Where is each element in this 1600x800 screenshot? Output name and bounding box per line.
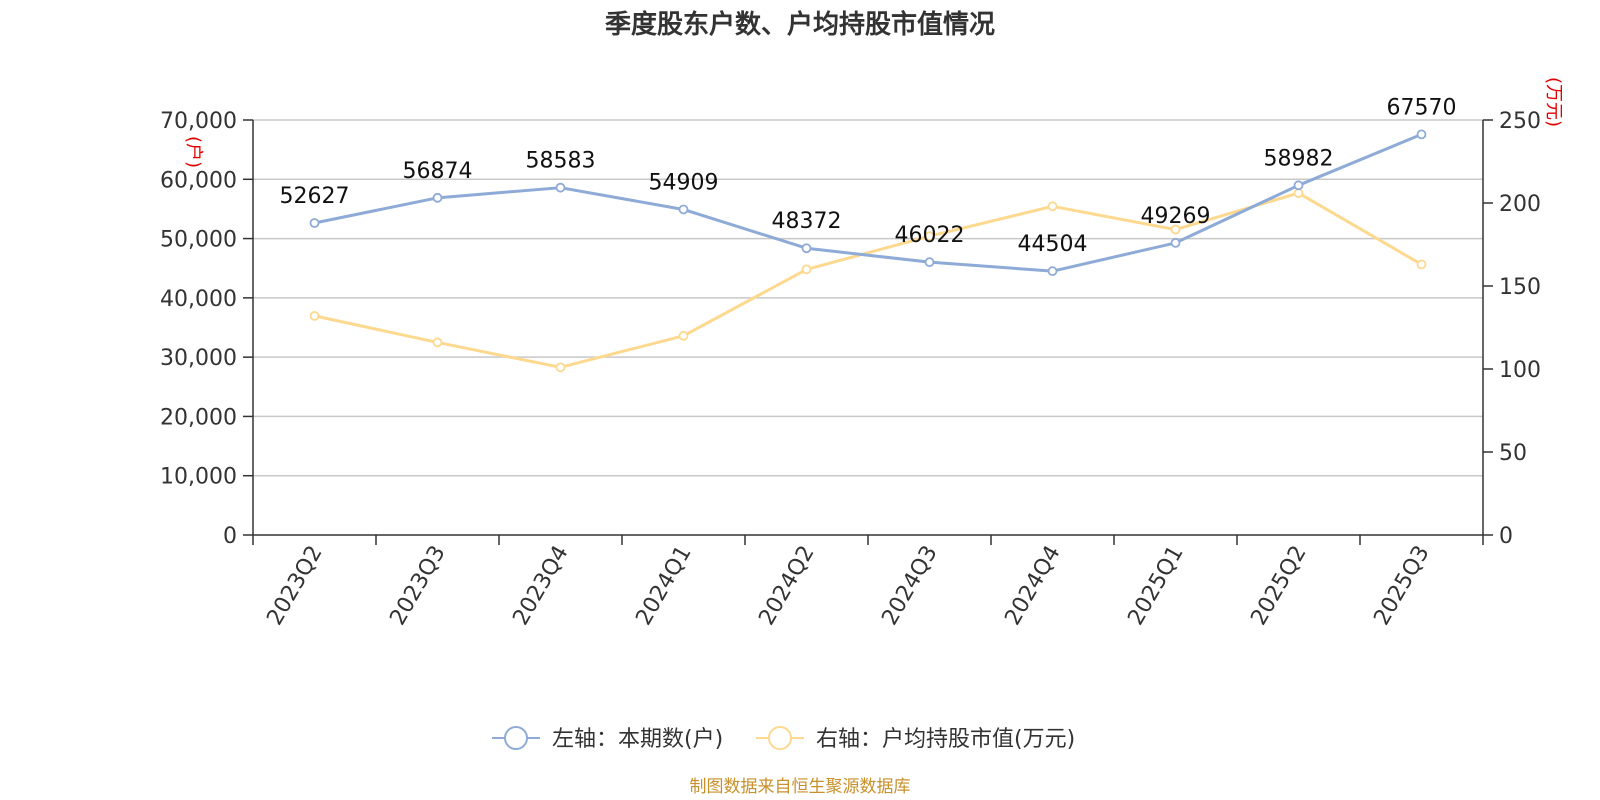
series-line-1 bbox=[314, 191, 1423, 369]
x-tick-label: 2025Q1 bbox=[1123, 542, 1188, 630]
x-tick-label: 2024Q4 bbox=[1000, 542, 1065, 630]
left-tick-label: 30,000 bbox=[160, 346, 237, 371]
grid bbox=[253, 119, 1483, 477]
axes: 0 10,000 20,000 30,000 40,000 50,000 60,000 70,… bbox=[160, 109, 1541, 630]
series-point-1 bbox=[1416, 259, 1427, 270]
series-point-1 bbox=[1170, 224, 1181, 235]
data-label: 56874 bbox=[403, 159, 473, 184]
series-point-0 bbox=[1416, 129, 1427, 140]
left-tick-label: 20,000 bbox=[160, 405, 237, 430]
series-point-0 bbox=[1293, 180, 1304, 191]
legend-marker-shareholders bbox=[504, 726, 528, 750]
data-label: 46022 bbox=[895, 223, 965, 248]
left-axis-unit: (户) bbox=[183, 136, 204, 168]
x-tick-label: 2025Q3 bbox=[1369, 542, 1434, 630]
left-tick-label: 10,000 bbox=[160, 465, 237, 490]
x-tick-label: 2025Q2 bbox=[1246, 542, 1311, 630]
right-tick-label: 200 bbox=[1499, 192, 1541, 217]
source-note: 制图数据来自恒生聚源数据库 bbox=[690, 777, 911, 797]
x-tick-label: 2023Q2 bbox=[262, 542, 327, 630]
legend: 左轴：本期数(户) 右轴：户均持股市值(万元) bbox=[492, 726, 1075, 752]
data-label: 44504 bbox=[1018, 232, 1088, 257]
series-point-1 bbox=[432, 337, 443, 348]
series-point-0 bbox=[1047, 266, 1058, 277]
right-tick-label: 0 bbox=[1499, 524, 1513, 549]
data-label: 48372 bbox=[772, 209, 842, 234]
series-point-0 bbox=[1170, 238, 1181, 248]
chart-title: 季度股东户数、户均持股市值情况 bbox=[605, 9, 995, 40]
series-point-1 bbox=[1047, 201, 1058, 212]
data-label: 52627 bbox=[280, 184, 350, 209]
data-label: 54909 bbox=[649, 170, 719, 195]
legend-item-shareholders[interactable]: 左轴：本期数(户) bbox=[492, 726, 723, 752]
data-label: 58583 bbox=[526, 149, 596, 174]
right-tick-label: 100 bbox=[1499, 358, 1541, 383]
x-tick-label: 2023Q4 bbox=[508, 542, 573, 630]
legend-label-shareholders: 左轴：本期数(户) bbox=[552, 727, 723, 752]
series-line-0 bbox=[314, 133, 1423, 273]
series-point-0 bbox=[924, 257, 935, 268]
right-tick-label: 150 bbox=[1499, 275, 1541, 300]
series-point-0 bbox=[555, 182, 566, 193]
series-point-0 bbox=[309, 218, 320, 228]
series-point-0 bbox=[678, 204, 689, 215]
right-tick-label: 250 bbox=[1499, 109, 1541, 134]
series-point-1 bbox=[924, 231, 935, 242]
left-tick-label: 70,000 bbox=[160, 109, 237, 134]
left-tick-label: 0 bbox=[223, 524, 237, 549]
series-point-1 bbox=[1293, 188, 1304, 198]
legend-label-avg-value: 右轴：户均持股市值(万元) bbox=[816, 727, 1075, 752]
series-point-1 bbox=[555, 362, 566, 373]
series-point-0 bbox=[801, 243, 812, 254]
series-point-1 bbox=[801, 264, 812, 275]
left-tick-label: 50,000 bbox=[160, 228, 237, 253]
series-point-0 bbox=[432, 192, 443, 203]
x-tick-label: 2024Q1 bbox=[631, 542, 696, 630]
data-labels: 52627 56874 58583 54909 48372 46022 44504 49269… bbox=[280, 95, 1457, 257]
left-tick-label: 60,000 bbox=[160, 168, 237, 193]
series-point-1 bbox=[309, 310, 320, 321]
right-tick-label: 50 bbox=[1499, 441, 1527, 466]
legend-item-avg-value[interactable]: 右轴：户均持股市值(万元) bbox=[756, 726, 1075, 752]
x-tick-label: 2024Q3 bbox=[877, 542, 942, 630]
right-axis-unit: (万元) bbox=[1543, 77, 1564, 127]
data-label: 67570 bbox=[1387, 95, 1457, 120]
x-tick-label: 2024Q2 bbox=[754, 542, 819, 630]
legend-marker-avg-value bbox=[768, 726, 792, 750]
data-label: 58982 bbox=[1264, 146, 1334, 171]
left-tick-label: 40,000 bbox=[160, 287, 237, 312]
series-point-1 bbox=[678, 330, 689, 341]
x-tick-label: 2023Q3 bbox=[385, 542, 450, 630]
data-label: 49269 bbox=[1141, 204, 1211, 229]
series-layer bbox=[309, 129, 1427, 373]
